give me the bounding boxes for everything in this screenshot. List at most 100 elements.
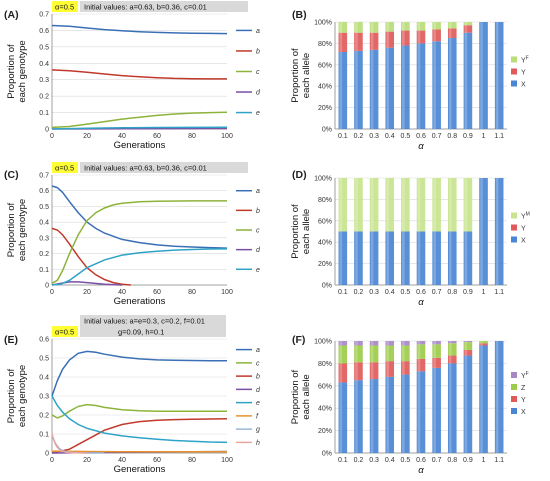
x-tick-label: 0.4 bbox=[385, 457, 395, 464]
bar-highlight bbox=[417, 371, 421, 453]
y-tick-label: 0 bbox=[45, 127, 49, 134]
bar-segment-YF bbox=[354, 22, 363, 33]
bar-segment-X bbox=[416, 231, 426, 285]
legend-swatch-Z bbox=[511, 384, 517, 390]
bar-highlight bbox=[448, 178, 452, 232]
bar-highlight bbox=[433, 357, 436, 368]
y-tick-label: 40% bbox=[318, 84, 332, 91]
bar-segment-X bbox=[369, 379, 379, 453]
bar-segment-YF bbox=[447, 22, 457, 29]
bar-highlight bbox=[370, 32, 374, 50]
series-line-c bbox=[51, 111, 228, 129]
bar-segment-Y bbox=[369, 362, 379, 380]
bar-segment-Z bbox=[338, 345, 348, 364]
y-tick-label: 100% bbox=[314, 339, 332, 346]
y-tick-label: 0.3 bbox=[39, 235, 49, 242]
series-line-a bbox=[51, 185, 228, 249]
x-tick-label: 60 bbox=[153, 457, 161, 464]
x-tick-label: 1.1 bbox=[494, 457, 504, 464]
bar-segment-X bbox=[447, 231, 457, 285]
info-label: Initial values: a=0.63, b=0.36, c=0.01 bbox=[84, 164, 207, 173]
legend-label-YF: YF bbox=[521, 56, 529, 65]
alpha-label: α=0.5 bbox=[55, 328, 74, 337]
bar-segment-Y bbox=[338, 32, 348, 52]
x-axis-title: α bbox=[418, 297, 424, 308]
legend-label-YF: YF bbox=[521, 371, 529, 380]
bar-highlight bbox=[386, 376, 390, 453]
bar-segment-YM bbox=[369, 178, 379, 232]
y-tick-label: 0.4 bbox=[39, 220, 49, 227]
bar-segment-X bbox=[385, 231, 395, 285]
bar-highlight bbox=[433, 367, 436, 453]
bar-segment-YF bbox=[354, 341, 363, 346]
bar-segment-X bbox=[463, 32, 473, 130]
series-line-f bbox=[51, 450, 227, 453]
y-tick-label: 0% bbox=[322, 127, 332, 134]
bar-segment-X bbox=[447, 38, 457, 129]
y-axis-title-line2: each allele bbox=[301, 209, 312, 254]
x-tick-label: 0.1 bbox=[338, 289, 348, 296]
y-tick-label: 0.1 bbox=[39, 267, 49, 274]
bar-highlight bbox=[448, 343, 452, 356]
x-tick-label: 0.4 bbox=[385, 289, 395, 296]
legend-label-c: c bbox=[256, 228, 260, 235]
bar-segment-YM bbox=[447, 178, 457, 232]
bar-segment-YF bbox=[432, 341, 441, 345]
bar-highlight bbox=[355, 380, 358, 453]
bar-highlight bbox=[433, 178, 436, 232]
bar-segment-YM bbox=[385, 178, 395, 232]
legend-label-b: b bbox=[256, 374, 260, 381]
bar-highlight bbox=[464, 22, 468, 26]
legend-swatch-Y bbox=[511, 224, 517, 231]
bar-highlight bbox=[339, 345, 343, 364]
bar-segment-X bbox=[401, 374, 410, 453]
y-axis-title-line2: each allele bbox=[301, 374, 312, 419]
y-tick-label: 0% bbox=[322, 283, 332, 290]
bar-highlight bbox=[386, 22, 390, 32]
line-chart-C: 0 0.1 0.2 0.3 0.4 0.5 0.6 0.7 0 20 40 60 80 100 Genera… bbox=[6, 162, 261, 307]
x-tick-label: 1.1 bbox=[494, 289, 504, 296]
bar-segment-X bbox=[479, 178, 488, 285]
bar-highlight bbox=[433, 29, 436, 42]
bar-segment-Y bbox=[479, 343, 488, 346]
legend-swatch-YF bbox=[511, 56, 517, 63]
y-tick-label: 0% bbox=[322, 451, 332, 458]
bar-highlight bbox=[339, 22, 343, 33]
bar-highlight bbox=[339, 382, 343, 453]
bar-highlight bbox=[339, 341, 343, 346]
bar-highlight bbox=[464, 342, 468, 350]
bar-segment-YF bbox=[463, 22, 473, 26]
bar-segment-X bbox=[494, 178, 504, 285]
bar-segment-YF bbox=[369, 341, 379, 346]
bar-highlight bbox=[355, 231, 358, 285]
bar-highlight bbox=[480, 345, 483, 453]
bar-segment-Y bbox=[354, 32, 363, 51]
y-axis-title-line2: each genotype bbox=[17, 40, 28, 102]
bar-segment-X bbox=[479, 345, 488, 453]
x-tick-label: 0.5 bbox=[400, 289, 410, 296]
x-tick-label: 80 bbox=[188, 457, 196, 464]
alpha-label: α=0.5 bbox=[55, 3, 74, 12]
bar-highlight bbox=[355, 345, 358, 363]
panel-label-E: (E) bbox=[4, 334, 18, 346]
bar-highlight bbox=[433, 341, 436, 345]
legend-label-X: X bbox=[521, 82, 526, 89]
bar-segment-Z bbox=[447, 343, 457, 356]
bar-segment-YM bbox=[432, 178, 441, 232]
bar-highlight bbox=[464, 231, 468, 285]
x-axis-title: Generations bbox=[114, 296, 166, 307]
bar-segment-X bbox=[401, 231, 410, 285]
y-tick-label: 40% bbox=[318, 406, 332, 413]
bar-highlight bbox=[339, 178, 343, 232]
x-tick-label: 0 bbox=[50, 133, 54, 140]
legend-label-b: b bbox=[256, 48, 260, 55]
bar-segment-Y bbox=[401, 30, 410, 46]
y-tick-label: 0.5 bbox=[39, 356, 49, 363]
y-tick-label: 0.6 bbox=[39, 337, 49, 344]
series-line-e bbox=[51, 126, 228, 130]
bar-segment-X bbox=[447, 363, 457, 453]
legend-label-Z: Z bbox=[521, 385, 526, 392]
y-tick-label: 0 bbox=[45, 451, 49, 458]
y-tick-label: 60% bbox=[318, 62, 332, 69]
bar-highlight bbox=[370, 379, 374, 453]
